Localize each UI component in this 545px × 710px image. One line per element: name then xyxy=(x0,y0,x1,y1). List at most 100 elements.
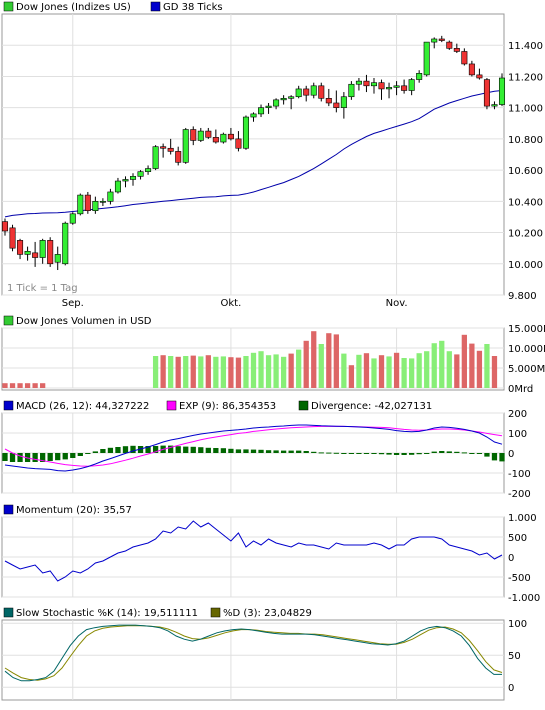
divergence-bar xyxy=(265,450,272,453)
candle-body xyxy=(498,77,506,105)
divergence-bar xyxy=(416,453,422,455)
candle-body xyxy=(32,252,39,258)
volume-bar xyxy=(183,356,189,388)
divergence-bar xyxy=(454,451,460,453)
volume-bar xyxy=(416,353,422,388)
candle-body xyxy=(333,102,340,108)
momentum-grid xyxy=(2,516,504,598)
volume-bar xyxy=(220,356,227,388)
stochastic-ytick-label: 50 xyxy=(508,651,521,662)
macd-legend-swatch-0 xyxy=(3,400,14,411)
divergence-bar xyxy=(235,449,242,453)
divergence-bar xyxy=(250,449,257,453)
volume-bar xyxy=(363,353,370,388)
candle-body xyxy=(62,222,69,265)
candle-body xyxy=(152,146,159,169)
divergence-bar xyxy=(499,453,505,462)
macd-legend-label-1: EXP (9): 86,354353 xyxy=(179,401,276,412)
candle-body xyxy=(408,79,415,91)
volume-bar xyxy=(469,343,475,388)
macd-ytick-label: 100 xyxy=(508,429,527,440)
stochastic-lines xyxy=(4,624,503,682)
divergence-bar xyxy=(243,449,249,453)
divergence-bar xyxy=(130,445,136,453)
divergence-bar xyxy=(363,453,370,454)
volume-y-axis: 15.000Mrd 10.000Mrd 5.000Mrd 0Mrd xyxy=(508,324,545,395)
divergence-bar xyxy=(107,447,114,453)
volume-bar xyxy=(2,383,8,388)
price-legend-label-1: GD 38 Ticks xyxy=(163,2,223,13)
stochastic-ytick-label: 100 xyxy=(508,619,527,630)
price-legend-swatch-0 xyxy=(3,1,14,12)
divergence-bar xyxy=(356,453,362,454)
price-ytick-label: 10.000 xyxy=(508,260,543,271)
volume-bar xyxy=(333,334,339,388)
volume-bar xyxy=(17,383,23,388)
divergence-bar xyxy=(296,450,302,453)
divergence-bar xyxy=(333,452,339,454)
stochastic-ytick-label: 0 xyxy=(508,683,514,694)
divergence-bar xyxy=(205,447,211,453)
divergence-bar xyxy=(92,451,98,453)
macd-ytick-label: -100 xyxy=(508,469,531,480)
candle-body xyxy=(137,171,144,177)
volume-bar xyxy=(168,356,174,388)
price-ytick-label: 9.800 xyxy=(508,291,537,302)
volume-bar xyxy=(250,352,257,388)
divergence-bar xyxy=(326,452,332,454)
stoch-plot-area xyxy=(1,619,505,701)
candle-body xyxy=(355,80,362,85)
candle-body xyxy=(99,201,106,203)
divergence-bar xyxy=(484,453,490,457)
macd-legend-label-0: MACD (26, 12): 44,327222 xyxy=(16,401,149,412)
divergence-bar xyxy=(469,453,475,454)
candle-body xyxy=(446,41,453,49)
divergence-bar xyxy=(85,453,91,454)
divergence-bar xyxy=(280,450,287,453)
volume-legend-label: Dow Jones Volumen in USD xyxy=(16,316,152,327)
volume-bar xyxy=(431,343,437,388)
price-plot-area xyxy=(1,13,505,296)
candle-body xyxy=(227,133,234,140)
candlestick-series xyxy=(1,35,506,271)
price-ytick-label: 10.400 xyxy=(508,197,543,208)
divergence-bar xyxy=(47,453,53,461)
volume-bar xyxy=(454,354,460,388)
volume-bar xyxy=(393,352,400,388)
volume-bar xyxy=(356,354,362,388)
volume-bar xyxy=(9,383,16,388)
candle-body xyxy=(295,88,302,98)
candle-body xyxy=(130,176,137,180)
candle-body xyxy=(24,250,31,255)
volume-bar xyxy=(446,351,452,388)
price-legend-label-0: Dow Jones (Indizes US) xyxy=(16,2,131,13)
volume-bar xyxy=(228,357,234,388)
momentum-legend-label: Momentum (20): 35,57 xyxy=(16,505,132,516)
volume-panel: Dow Jones Volumen in USD 15.000Mrd 10.000… xyxy=(1,315,545,395)
candle-body xyxy=(92,201,99,211)
candle-body xyxy=(145,168,152,172)
divergence-bar xyxy=(439,451,445,453)
divergence-bar xyxy=(311,451,317,453)
tick-note: 1 Tick = 1 Tag xyxy=(7,283,78,294)
volume-bar xyxy=(424,351,430,388)
volume-bar xyxy=(409,358,415,388)
volume-bar xyxy=(265,355,272,388)
divergence-bar xyxy=(318,452,324,454)
volume-bar xyxy=(401,358,407,388)
price-ytick-label: 10.200 xyxy=(508,229,543,240)
volume-bar xyxy=(280,356,287,388)
candle-body xyxy=(84,194,91,211)
candle-body xyxy=(47,240,54,265)
candle-body xyxy=(77,194,84,215)
volume-ytick-label: 15.000Mrd xyxy=(508,324,545,335)
candle-body xyxy=(250,113,257,118)
divergence-bar xyxy=(371,453,377,454)
momentum-y-axis: 1.000 500 0 -500 -1.000 xyxy=(508,513,540,604)
macd-ytick-label: 200 xyxy=(508,409,527,420)
candle-body xyxy=(182,129,189,163)
volume-bar xyxy=(311,331,317,388)
volume-bar xyxy=(190,355,196,388)
divergence-bar xyxy=(288,450,294,453)
